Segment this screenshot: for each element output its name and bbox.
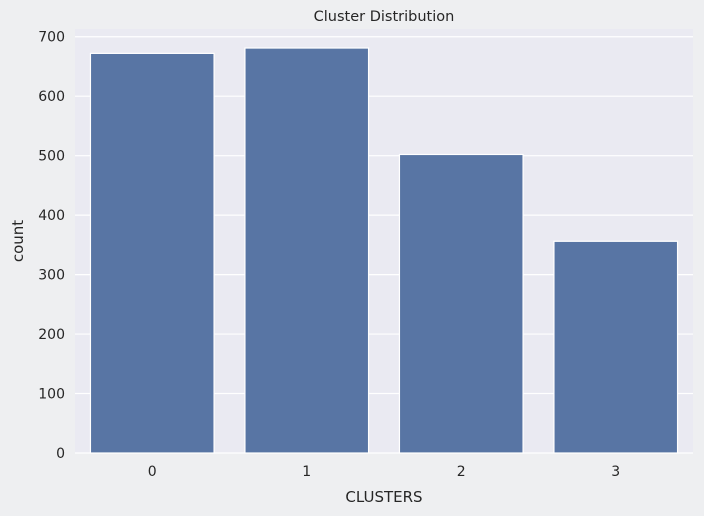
x-tick-label: 2	[457, 464, 466, 480]
y-tick-label: 300	[38, 268, 65, 284]
x-tick-labels: 0 1 2 3	[148, 464, 620, 480]
x-tick-label: 1	[302, 464, 311, 480]
y-tick-label: 600	[38, 89, 65, 105]
bar-cluster-3	[553, 240, 679, 454]
bars	[89, 47, 679, 454]
y-tick-label: 700	[38, 30, 65, 46]
bar-cluster-2	[398, 153, 524, 454]
y-tick-label: 0	[56, 446, 65, 462]
chart-title: Cluster Distribution	[314, 9, 455, 25]
y-axis-label: count	[9, 220, 27, 262]
bar-cluster-1	[244, 47, 370, 454]
y-tick-labels: 0 100 200 300 400 500 600 700	[38, 30, 65, 462]
y-tick-label: 500	[38, 149, 65, 165]
x-tick-label: 0	[148, 464, 157, 480]
y-tick-label: 200	[38, 327, 65, 343]
bar-cluster-0	[89, 52, 215, 454]
y-tick-label: 400	[38, 208, 65, 224]
y-tick-label: 100	[38, 387, 65, 403]
x-axis-label: CLUSTERS	[345, 488, 422, 506]
x-tick-label: 3	[611, 464, 620, 480]
